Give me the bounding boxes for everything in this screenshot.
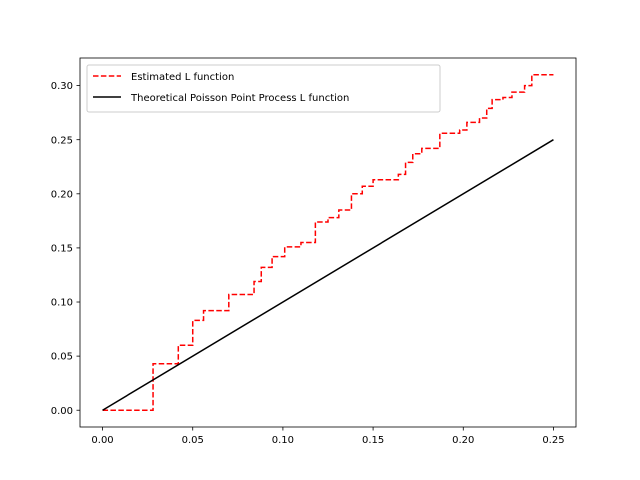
- y-tick-label: 0.15: [51, 244, 73, 255]
- y-tick-label: 0.05: [51, 352, 73, 363]
- x-tick-label: 0.10: [272, 435, 294, 446]
- y-tick-label: 0.10: [51, 298, 73, 309]
- axes: 0.00 0.05 0.10 0.15 0.20 0.25 0.00 0.05 0.10 0.15…: [51, 57, 577, 446]
- axes-frame: [79, 57, 577, 428]
- series-line-theoretical: [102, 139, 554, 411]
- legend-frame: [86, 64, 441, 113]
- x-tick-label: 0.00: [91, 435, 113, 446]
- legend: Estimated L function Theoretical Poisson…: [86, 64, 441, 113]
- legend-label-estimated: Estimated L function: [131, 72, 234, 83]
- x-tick-label: 0.05: [182, 435, 204, 446]
- x-tick-label: 0.25: [542, 435, 564, 446]
- y-tick-label: 0.00: [51, 406, 73, 417]
- legend-label-theoretical: Theoretical Poisson Point Process L func…: [130, 93, 349, 104]
- y-tick-label: 0.20: [51, 189, 73, 200]
- y-tick-label: 0.30: [51, 81, 73, 92]
- series-line-estimated: [102, 74, 554, 411]
- y-tick-label: 0.25: [51, 135, 73, 146]
- x-tick-label: 0.15: [362, 435, 384, 446]
- x-tick-label: 0.20: [452, 435, 474, 446]
- plot-area: [102, 74, 554, 411]
